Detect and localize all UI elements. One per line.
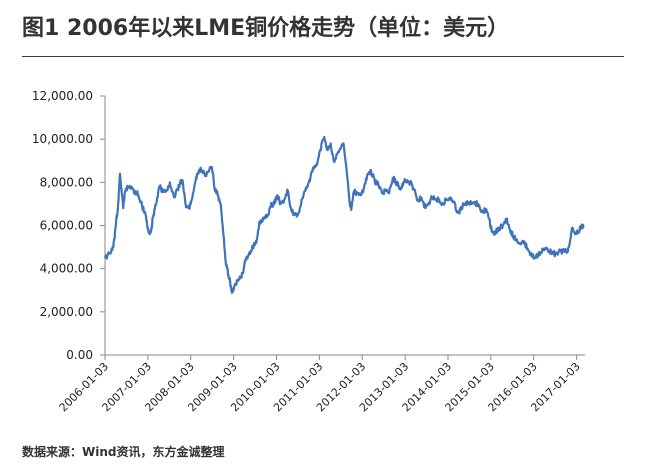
chart-title: 图1 2006年以来LME铜价格走势（单位：美元） [22, 16, 510, 41]
y-tick-label: 4,000.00 [40, 262, 93, 276]
y-tick-label: 2,000.00 [40, 305, 93, 319]
price-series-line [103, 135, 585, 294]
source-note: 数据来源：Wind资讯，东方金诚整理 [22, 445, 225, 459]
y-tick-label: 12,000.00 [32, 89, 93, 103]
series-lines [103, 135, 585, 294]
y-tick-label: 6,000.00 [40, 219, 93, 233]
x-axis: 2006-01-032007-01-032008-01-032009-01-03… [57, 354, 585, 414]
title-divider [22, 56, 624, 57]
y-axis: 0.00 2,000.00 4,000.00 6,000.00 8,000.00 10,0… [32, 89, 106, 362]
y-tick-label: 0.00 [66, 348, 93, 362]
y-tick-label: 8,000.00 [40, 175, 93, 189]
y-tick-label: 10,000.00 [32, 132, 93, 146]
